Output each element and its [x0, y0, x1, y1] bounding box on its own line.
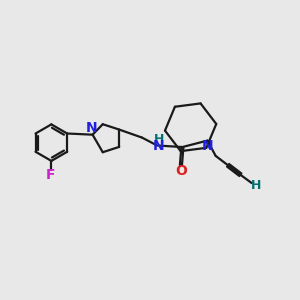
Text: N: N [153, 139, 165, 153]
Text: F: F [46, 168, 56, 182]
Text: O: O [175, 164, 187, 178]
Text: H: H [154, 133, 164, 146]
Text: H: H [250, 179, 261, 192]
Text: N: N [202, 140, 214, 154]
Text: N: N [85, 121, 97, 135]
